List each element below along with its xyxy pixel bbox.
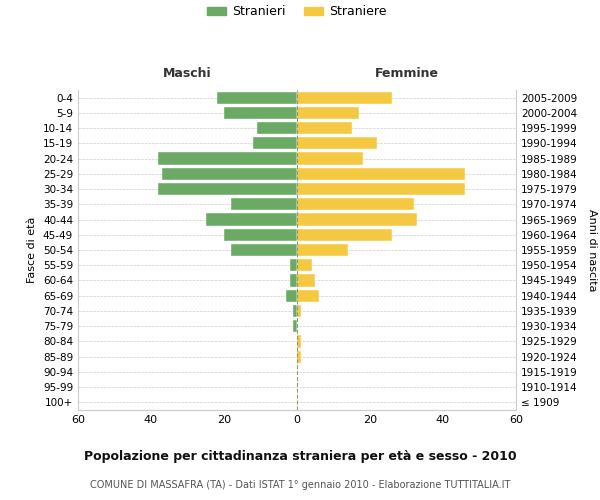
Legend: Stranieri, Straniere: Stranieri, Straniere [202, 0, 392, 23]
Bar [232, 244, 297, 256]
Bar [297, 152, 362, 164]
Bar [297, 183, 465, 195]
Bar [158, 183, 297, 195]
Bar [297, 274, 315, 286]
Bar [297, 137, 377, 149]
Bar [297, 214, 418, 226]
Bar [297, 168, 465, 180]
Bar [297, 92, 392, 104]
Bar [297, 198, 414, 210]
Bar [286, 290, 297, 302]
Bar [297, 244, 348, 256]
Bar [297, 107, 359, 119]
Y-axis label: Anni di nascita: Anni di nascita [587, 209, 597, 291]
Text: COMUNE DI MASSAFRA (TA) - Dati ISTAT 1° gennaio 2010 - Elaborazione TUTTITALIA.I: COMUNE DI MASSAFRA (TA) - Dati ISTAT 1° … [90, 480, 510, 490]
Bar [257, 122, 297, 134]
Bar [206, 214, 297, 226]
Bar [297, 259, 311, 272]
Bar [297, 228, 392, 241]
Bar [224, 228, 297, 241]
Bar [162, 168, 297, 180]
Bar [253, 137, 297, 149]
Bar [293, 320, 297, 332]
Text: Popolazione per cittadinanza straniera per età e sesso - 2010: Popolazione per cittadinanza straniera p… [83, 450, 517, 463]
Bar [290, 259, 297, 272]
Bar [290, 274, 297, 286]
Bar [232, 198, 297, 210]
Bar [217, 92, 297, 104]
Bar [297, 336, 301, 347]
Bar [224, 107, 297, 119]
Y-axis label: Fasce di età: Fasce di età [28, 217, 37, 283]
Text: Femmine: Femmine [374, 67, 439, 80]
Text: Maschi: Maschi [163, 67, 212, 80]
Bar [297, 122, 352, 134]
Bar [297, 305, 301, 317]
Bar [297, 290, 319, 302]
Bar [293, 305, 297, 317]
Bar [158, 152, 297, 164]
Bar [297, 350, 301, 363]
